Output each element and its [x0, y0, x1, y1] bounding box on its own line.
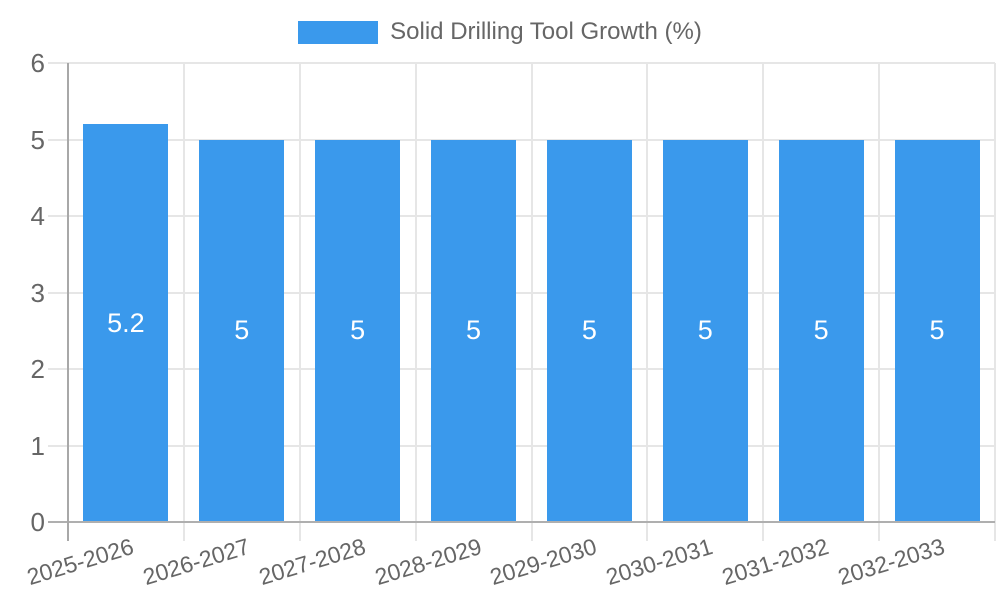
- bar-2031-2032[interactable]: 5: [778, 139, 864, 522]
- bar-2029-2030[interactable]: 5: [546, 139, 632, 522]
- y-axis-tick-label: 5: [30, 124, 45, 155]
- bar-value-label: 5: [466, 315, 482, 346]
- x-axis-tick-label: 2026-2027: [139, 533, 253, 591]
- gridline-v: [646, 63, 649, 541]
- bar-2030-2031[interactable]: 5: [662, 139, 748, 522]
- gridline-v: [530, 63, 533, 541]
- bar-2026-2027[interactable]: 5: [199, 139, 285, 522]
- x-axis-tick-label: 2032-2033: [834, 533, 948, 591]
- gridline-v: [414, 63, 417, 541]
- bar-value-label: 5: [813, 315, 829, 346]
- gridline-v: [182, 63, 185, 541]
- gridline-v: [762, 63, 765, 541]
- gridline-v: [298, 63, 301, 541]
- y-axis-tick-label: 4: [30, 201, 45, 231]
- gridline-h: [48, 62, 995, 64]
- y-axis-tick-label: 1: [30, 430, 45, 461]
- legend-item[interactable]: Solid Drilling Tool Growth (%): [298, 18, 702, 46]
- legend: Solid Drilling Tool Growth (%): [0, 17, 1000, 47]
- gridline-h: [48, 368, 995, 370]
- x-axis-tick-label: 2030-2031: [603, 533, 716, 591]
- gridline-v: [994, 63, 996, 541]
- y-axis-tick-label: 0: [30, 507, 45, 537]
- bar-value-label: 5.2: [107, 307, 145, 338]
- x-axis-tick-label: 2027-2028: [255, 533, 369, 591]
- x-axis-tick-label: 2029-2030: [487, 533, 601, 591]
- gridline-h: [48, 291, 995, 294]
- legend-label: Solid Drilling Tool Growth (%): [390, 18, 702, 45]
- x-axis-baseline: [68, 521, 995, 523]
- y-axis-tick-label: 6: [30, 48, 45, 78]
- bar-2027-2028[interactable]: 5: [315, 139, 401, 522]
- bar-2028-2029[interactable]: 5: [431, 139, 517, 522]
- bar-value-label: 5: [929, 315, 945, 346]
- bar-value-label: 5: [697, 315, 713, 346]
- legend-swatch: [298, 20, 379, 44]
- bar-value-label: 5: [350, 315, 366, 346]
- gridline-v: [878, 63, 881, 541]
- bar-value-label: 5: [234, 315, 250, 346]
- x-axis-tick-label: 2031-2032: [718, 533, 832, 591]
- bar-2025-2026[interactable]: 5.2: [83, 124, 169, 522]
- y-axis-tick: [48, 521, 68, 523]
- gridline-h: [48, 215, 995, 217]
- y-axis-tick-label: 2: [30, 354, 45, 384]
- bar-2032-2033[interactable]: 5: [894, 139, 980, 522]
- x-axis-tick-label: 2028-2029: [371, 533, 485, 591]
- y-axis-tick-label: 3: [30, 277, 45, 308]
- gridline-h: [48, 444, 995, 447]
- y-axis-line: [67, 63, 69, 541]
- x-axis-tick-label: 2025-2026: [23, 533, 137, 591]
- gridline-h: [48, 138, 995, 141]
- bar-value-label: 5: [581, 315, 597, 346]
